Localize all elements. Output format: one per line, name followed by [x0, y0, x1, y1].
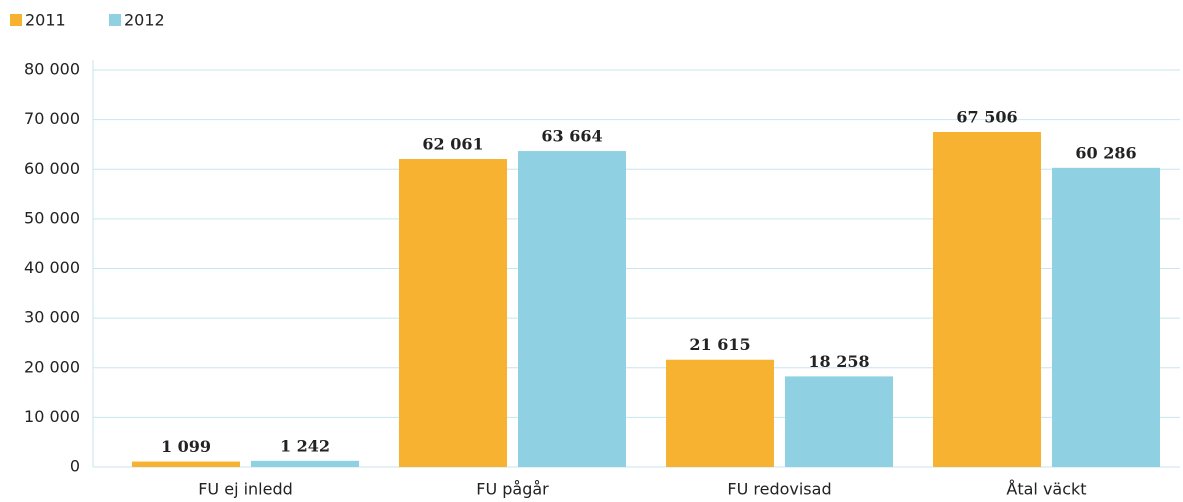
value-label: 18 258	[808, 352, 869, 371]
value-label: 60 286	[1075, 143, 1136, 162]
bar	[666, 359, 774, 467]
y-tick-label: 80 000	[24, 60, 80, 79]
x-tick-label: Åtal väckt	[1006, 480, 1086, 499]
y-tick-label: 10 000	[24, 407, 80, 426]
value-label: 67 506	[956, 108, 1017, 127]
bar	[1052, 167, 1160, 467]
y-tick-label: 30 000	[24, 308, 80, 327]
legend-swatch	[10, 14, 22, 26]
value-label: 1 242	[280, 436, 330, 455]
y-tick-label: 50 000	[24, 208, 80, 227]
x-tick-label: FU redovisad	[727, 480, 831, 499]
x-tick-label: FU ej inledd	[198, 480, 293, 499]
y-tick-label: 60 000	[24, 159, 80, 178]
value-label: 62 061	[422, 135, 483, 154]
bar	[933, 132, 1041, 468]
bar	[785, 376, 893, 467]
y-tick-label: 70 000	[24, 109, 80, 128]
value-label: 63 664	[541, 127, 602, 146]
y-tick-label: 40 000	[24, 258, 80, 277]
bar	[251, 460, 359, 467]
value-label: 1 099	[161, 437, 211, 456]
y-tick-label: 20 000	[24, 357, 80, 376]
value-label: 21 615	[689, 335, 750, 354]
bar	[518, 151, 626, 468]
bar	[132, 461, 240, 467]
x-tick-label: FU pågår	[476, 480, 549, 499]
legend-swatch	[109, 14, 121, 26]
legend-label: 2012	[124, 11, 165, 30]
legend-label: 2011	[25, 11, 66, 30]
bar	[399, 159, 507, 468]
y-tick-label: 0	[70, 457, 80, 476]
